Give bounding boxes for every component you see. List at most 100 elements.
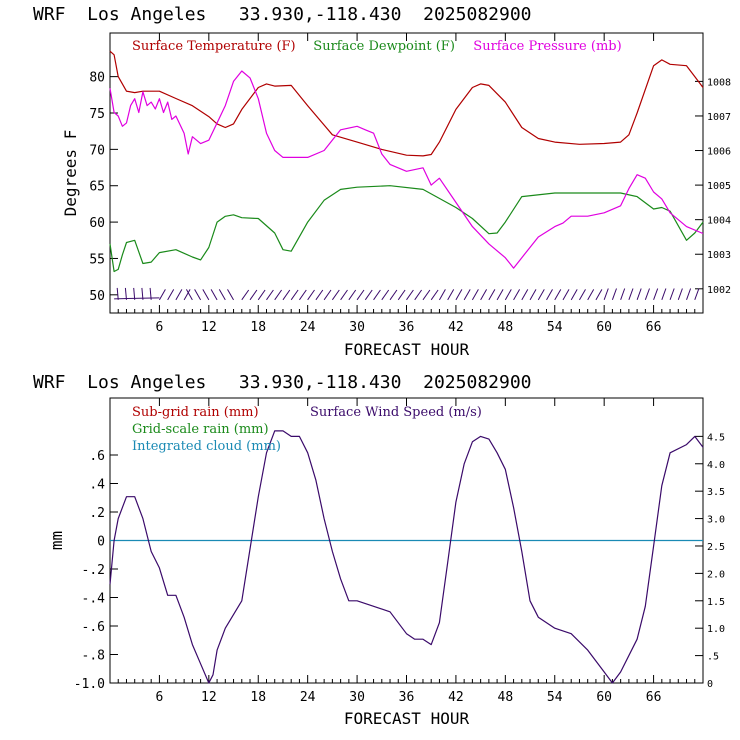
wind-barb [430, 289, 439, 301]
y2-tick-label: 0 [707, 679, 713, 690]
wind-barb [218, 289, 226, 301]
wind-barb [554, 289, 562, 301]
series-line-0 [109, 50, 704, 157]
y2-tick-label: 1.5 [707, 597, 725, 608]
x-tick-label: 60 [596, 690, 612, 705]
wind-barb [677, 288, 683, 300]
wind-barb [364, 289, 373, 301]
legend-entry: Surface Temperature (F) [132, 39, 296, 54]
wind-barb [389, 289, 398, 301]
x-tick-label: 42 [448, 690, 464, 705]
series-line-1 [109, 185, 704, 273]
y2-tick-label: 1005 [707, 181, 731, 192]
wind-barb [570, 289, 578, 301]
y-tick-label: -1.0 [74, 677, 105, 692]
wind-barb [331, 289, 340, 301]
wind-barb [521, 289, 529, 301]
wind-barb [488, 289, 496, 301]
wind-barb [210, 289, 218, 301]
wind-barb [455, 289, 463, 301]
wind-barb [603, 288, 609, 300]
x-axis-label: FORECAST HOUR [344, 709, 470, 728]
y2-tick-label: 1006 [707, 147, 731, 158]
y-tick-label: .6 [89, 449, 105, 464]
x-tick-label: 24 [300, 690, 316, 705]
wind-barb [185, 289, 193, 301]
wind-barb [537, 289, 545, 301]
y2-tick-label: 1.0 [707, 624, 725, 635]
x-tick-label: 54 [547, 320, 563, 335]
y-tick-label: -.4 [82, 592, 106, 607]
wind-barb [628, 288, 634, 300]
y2-tick-label: 1008 [707, 77, 731, 88]
wind-barb [620, 288, 626, 300]
wind-barb [307, 289, 315, 301]
wind-barb [546, 289, 553, 301]
plot-frame [109, 32, 704, 314]
wind-barb [348, 289, 357, 301]
wind-barb [406, 289, 414, 301]
series-line-2 [109, 70, 704, 269]
wind-barb [290, 289, 299, 301]
y-tick-label: 55 [89, 252, 105, 267]
wind-barb [694, 288, 700, 300]
wind-barb [183, 289, 191, 301]
x-tick-label: 36 [399, 690, 415, 705]
y2-tick-label: 3.5 [707, 487, 725, 498]
y-tick-label: 50 [89, 289, 105, 304]
x-tick-label: 18 [250, 690, 266, 705]
wind-barb [686, 288, 692, 300]
wind-barb [133, 287, 136, 300]
wind-barbs [114, 287, 700, 301]
y2-tick-label: .5 [707, 652, 719, 663]
wind-barb [595, 289, 603, 301]
chart-title: WRF Los Angeles 33.930,-118.430 20250829… [33, 372, 532, 393]
wind-barb [241, 289, 250, 301]
legend-entry: Surface Dewpoint (F) [313, 39, 455, 54]
wind-barb [266, 289, 274, 301]
y-tick-label: .4 [89, 478, 105, 493]
wind-barb [397, 289, 406, 301]
x-axis-label: FORECAST HOUR [344, 340, 470, 359]
wind-barb [562, 289, 570, 301]
wind-barb [414, 289, 423, 301]
wind-barb [274, 289, 283, 301]
wind-barb [661, 288, 667, 300]
y-tick-label: 80 [89, 71, 105, 86]
y-axis-label: Degrees F [61, 130, 80, 217]
x-tick-label: 66 [646, 690, 662, 705]
x-tick-label: 42 [448, 320, 464, 335]
x-tick-label: 48 [498, 690, 514, 705]
wind-barb [513, 289, 521, 301]
wind-barb [529, 289, 537, 301]
legend-entry: Grid-scale rain (mm) [132, 422, 269, 437]
y2-tick-label: 4.5 [707, 432, 725, 443]
wind-barb [158, 289, 166, 301]
wind-barb [315, 289, 324, 301]
y2-tick-label: 3.0 [707, 515, 725, 526]
y-tick-label: 0 [97, 535, 105, 550]
legend-entry: Integrated cloud (mm) [132, 439, 281, 454]
y2-tick-label: 4.0 [707, 460, 725, 471]
wind-barb [422, 289, 431, 301]
x-tick-label: 18 [250, 320, 266, 335]
wind-barb [114, 297, 160, 300]
wind-barb [471, 289, 479, 301]
wind-barb [496, 289, 504, 301]
x-tick-label: 66 [646, 320, 662, 335]
y2-tick-label: 1004 [707, 216, 731, 227]
wind-barb [167, 289, 175, 301]
wind-barb [644, 288, 650, 300]
wind-barb [116, 287, 119, 300]
y-tick-label: 60 [89, 216, 105, 231]
wind-barb [504, 289, 512, 301]
wind-barb [381, 289, 390, 301]
wind-barb [669, 288, 675, 300]
x-tick-label: 12 [201, 690, 217, 705]
y-tick-label: 65 [89, 180, 105, 195]
legend-entry: Surface Pressure (mb) [473, 39, 621, 54]
y2-tick-label: 2.5 [707, 542, 725, 553]
y-axis-label: mm [47, 531, 66, 550]
wind-barb [175, 289, 183, 301]
wind-barb [579, 289, 586, 301]
